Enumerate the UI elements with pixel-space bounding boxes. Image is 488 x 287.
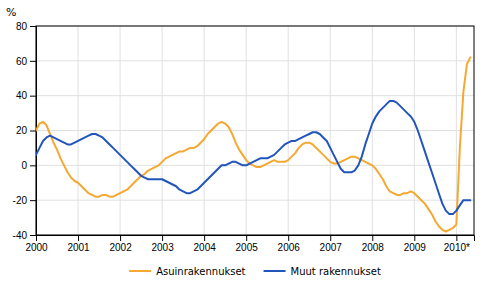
y-axis-label: %	[6, 6, 16, 19]
y-tick: -20	[13, 195, 36, 206]
y-tick-label: 40	[16, 90, 28, 101]
x-tick-mark	[162, 235, 163, 241]
legend-item: Asuinrakennukset	[129, 266, 245, 277]
x-tick-label: 2002	[109, 242, 132, 253]
series-line	[36, 57, 470, 231]
x-tick-mark	[246, 235, 247, 241]
y-tick-label: 60	[16, 56, 28, 67]
series-line	[36, 101, 470, 214]
x-tick-mark	[120, 235, 121, 241]
legend-label: Asuinrakennukset	[156, 266, 245, 277]
x-tick-label: 2003	[151, 242, 174, 253]
x-tick: 2010*	[444, 235, 470, 253]
x-tick: 2004	[194, 235, 217, 253]
legend: Asuinrakennukset Muut rakennukset	[129, 266, 381, 277]
x-tick-mark	[204, 235, 205, 241]
y-tick: 0	[21, 160, 36, 171]
grid-line-y	[36, 200, 474, 201]
x-tick: 2003	[151, 235, 174, 253]
x-tick-label: 2006	[278, 242, 301, 253]
x-tick: 2002	[109, 235, 132, 253]
plot-frame	[36, 26, 474, 235]
y-tick: 40	[16, 90, 36, 101]
chart: 2000 2001 2002 2003 2004 2005 2006 2007 2008 2009…	[0, 0, 488, 287]
y-tick-mark	[30, 61, 36, 62]
x-tick-label: 2007	[320, 242, 343, 253]
x-tick: 2007	[320, 235, 343, 253]
x-tick-mark	[288, 235, 289, 241]
grid-line-y	[36, 60, 474, 61]
x-axis: 2000 2001 2002 2003 2004 2005 2006 2007 2008 2009…	[25, 235, 474, 253]
legend-swatch	[129, 270, 151, 272]
y-tick-mark	[30, 200, 36, 201]
x-tick-label: 2001	[67, 242, 90, 253]
x-tick-mark	[330, 235, 331, 241]
y-tick-label: -40	[13, 230, 28, 241]
y-tick: 80	[16, 21, 36, 32]
x-tick: 2009	[404, 235, 427, 253]
y-tick-mark	[30, 26, 36, 27]
grid-line-y	[36, 95, 474, 96]
x-tick: 2005	[236, 235, 259, 253]
x-tick-label: 2004	[194, 242, 217, 253]
x-tick-label: 2005	[236, 242, 259, 253]
x-tick: 2006	[278, 235, 301, 253]
y-axis-line	[30, 27, 37, 236]
legend-swatch	[264, 270, 286, 272]
y-tick-label: 0	[21, 160, 27, 171]
x-tick-label: 2010*	[444, 242, 470, 253]
x-tick-label: 2000	[25, 242, 48, 253]
grid-line-y	[36, 130, 474, 131]
x-tick: 2001	[67, 235, 90, 253]
y-tick: 60	[16, 56, 36, 67]
plot: 2000 2001 2002 2003 2004 2005 2006 2007 2008 2009…	[13, 21, 475, 253]
y-tick-mark	[30, 131, 36, 132]
y-tick-label: -20	[13, 195, 28, 206]
y-tick-mark	[30, 165, 36, 166]
y-tick: 20	[16, 125, 36, 136]
y-tick-label: 20	[16, 125, 28, 136]
x-tick-label: 2008	[362, 242, 385, 253]
y-tick-mark	[30, 235, 36, 236]
y-tick-mark	[30, 96, 36, 97]
y-tick: -40	[13, 230, 36, 241]
x-tick: 2000	[25, 235, 48, 253]
legend-label: Muut rakennukset	[291, 266, 381, 277]
x-tick: 2008	[362, 235, 385, 253]
lines	[36, 57, 470, 231]
legend-item: Muut rakennukset	[264, 266, 381, 277]
x-tick-mark	[414, 235, 415, 241]
y-axis: -40 -20 0 20 40 60 80	[13, 21, 37, 241]
grid	[36, 26, 474, 235]
x-axis-line	[37, 236, 475, 242]
x-tick-mark	[78, 235, 79, 241]
y-tick-label: 80	[16, 21, 28, 32]
x-tick-label: 2009	[404, 242, 427, 253]
x-tick-mark	[456, 235, 457, 241]
x-tick-mark	[372, 235, 373, 241]
